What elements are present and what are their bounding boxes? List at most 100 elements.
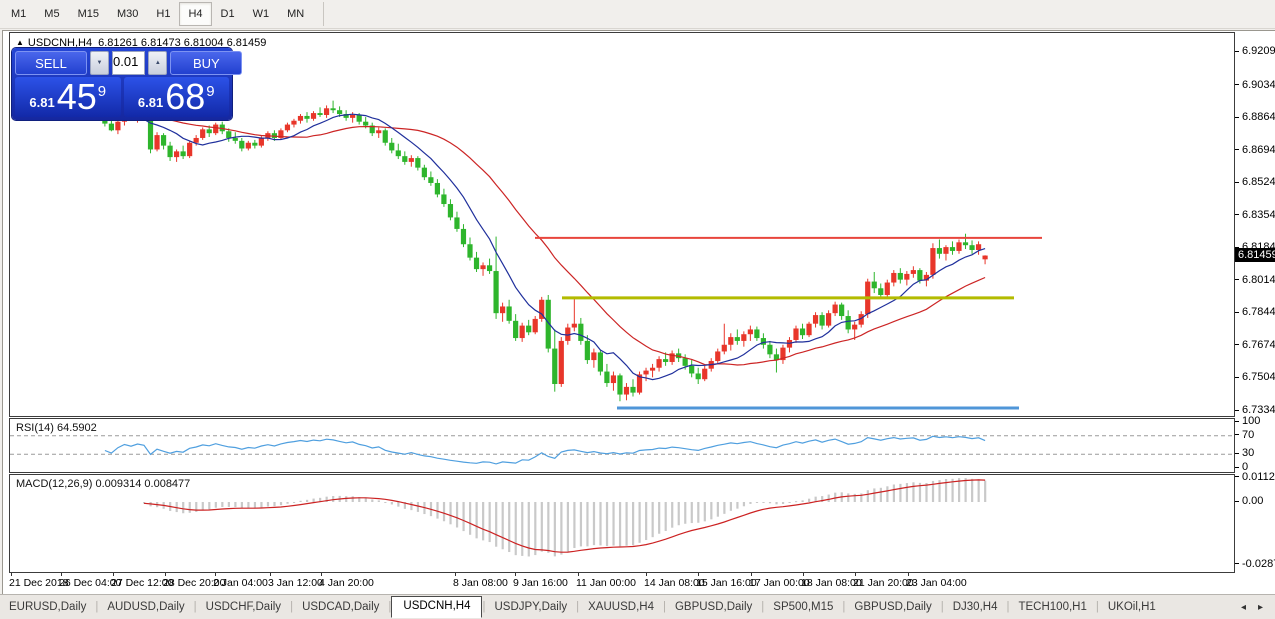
tab-separator: | — [576, 601, 580, 613]
axis-tick — [1235, 246, 1239, 248]
sell-price-button[interactable]: 6.81 45 9 — [15, 77, 121, 117]
price-axis-label: 6.78440 — [1242, 306, 1275, 319]
buy-button[interactable]: BUY — [170, 51, 243, 75]
timeframe-button-m15[interactable]: M15 — [77, 8, 99, 20]
tab-scroll-right-icon[interactable]: ▸ — [1257, 601, 1263, 613]
chart-tab-ukoil-h1[interactable]: UKOil,H1 — [1107, 601, 1156, 613]
timeframe-toolbar: M1 M5 M15 M30 H1 H4 D1 W1 MN — [0, 0, 1275, 29]
time-axis-label: 21 Dec 2018 — [9, 577, 69, 589]
rsi-pane[interactable]: RSI(14) 64.5902 — [9, 418, 1235, 473]
toolbar-separator — [323, 2, 325, 26]
time-tick — [321, 573, 322, 576]
price-axis-label: 6.80140 — [1242, 273, 1275, 286]
time-tick — [455, 573, 456, 576]
tab-separator: | — [193, 601, 197, 613]
tab-scroll-left-icon[interactable]: ◂ — [1240, 601, 1246, 613]
axis-tick — [1235, 50, 1239, 52]
time-tick — [646, 573, 647, 576]
buy-price-prefix: 6.81 — [137, 95, 164, 110]
price-axis-label: 6.86940 — [1242, 143, 1275, 156]
tab-separator: | — [1006, 601, 1010, 613]
axis-tick — [1235, 500, 1239, 502]
timeframe-button-m1[interactable]: M1 — [11, 8, 27, 20]
time-axis-label: 2 Jan 04:00 — [213, 577, 268, 589]
timeframe-button-h4[interactable]: H4 — [179, 2, 212, 26]
chart-tab-sp500-m15[interactable]: SP500,M15 — [773, 601, 834, 613]
chart-tab-bar: EURUSD,Daily | AUDUSD,Daily | USDCHF,Daily | U… — [0, 594, 1275, 619]
price-axis-label: 6.73340 — [1242, 404, 1275, 416]
rsi-axis-label: 70 — [1242, 428, 1255, 441]
axis-tick — [1235, 466, 1239, 468]
chart-tab-gbpusd-daily[interactable]: GBPUSD,Daily — [854, 601, 932, 613]
tab-separator: | — [95, 601, 99, 613]
one-click-trading-panel: SELL ▼ 0.01 ▲ BUY 6.81 45 9 6.81 68 9 — [12, 48, 243, 120]
axis-tick — [1235, 344, 1239, 346]
chart-tab-eurusd-daily[interactable]: EURUSD,Daily — [9, 601, 87, 613]
axis-tick — [1235, 181, 1239, 183]
chart-tab-usdcnh-h4[interactable]: USDCNH,H4 — [391, 596, 483, 618]
axis-tick — [1235, 116, 1239, 118]
time-tick — [11, 573, 12, 576]
price-axis-label: 6.85240 — [1242, 176, 1275, 189]
volume-decrease-button[interactable]: ▼ — [90, 51, 109, 75]
chart-symbol-label: USDCNH,H4 — [27, 37, 93, 49]
price-axis-label: 6.76740 — [1242, 338, 1275, 351]
price-axis-label: 6.90340 — [1242, 78, 1275, 91]
chart-tab-xauusd-h4[interactable]: XAUUSD,H4 — [588, 601, 654, 613]
macd-chart[interactable] — [10, 475, 1234, 572]
time-tick — [578, 573, 579, 576]
time-axis-label: 9 Jan 16:00 — [513, 577, 568, 589]
axis-tick — [1235, 476, 1239, 478]
macd-pane[interactable]: MACD(12,26,9) 0.009314 0.008477 — [9, 474, 1235, 573]
time-axis-label: 11 Jan 00:00 — [576, 577, 636, 589]
timeframe-button-w1[interactable]: W1 — [252, 8, 270, 20]
time-axis-label: 23 Jan 04:00 — [906, 577, 967, 589]
chart-tab-gbpusd-daily[interactable]: GBPUSD,Daily — [674, 601, 753, 613]
sell-price-prefix: 6.81 — [29, 95, 55, 110]
chart-tab-usdchf-daily[interactable]: USDCHF,Daily — [205, 601, 282, 613]
tab-separator: | — [388, 601, 392, 613]
time-axis[interactable]: 21 Dec 2018 26 Dec 04:00 27 Dec 12:00 28 De… — [9, 573, 1235, 593]
tab-separator: | — [1095, 601, 1099, 613]
time-tick — [751, 573, 752, 576]
rsi-label: RSI(14) 64.5902 — [16, 422, 97, 434]
time-tick — [165, 573, 166, 576]
chart-tab-dj30-h4[interactable]: DJ30,H4 — [952, 601, 998, 613]
axis-tick — [1235, 452, 1239, 454]
chart-tab-usdjpy-daily[interactable]: USDJPY,Daily — [494, 601, 568, 613]
timeframe-button-m30[interactable]: M30 — [116, 8, 139, 20]
candlestick-chart[interactable] — [10, 33, 1234, 416]
chart-tab-audusd-daily[interactable]: AUDUSD,Daily — [107, 601, 185, 613]
price-axis[interactable]: 6.92090 6.90340 6.88640 6.86940 6.85240 6.835… — [1235, 32, 1275, 572]
chart-tab-usdcad-daily[interactable]: USDCAD,Daily — [302, 601, 380, 613]
time-tick — [215, 573, 216, 576]
chart-tab-tech100-h1[interactable]: TECH100,H1 — [1018, 601, 1087, 613]
rsi-axis-label: 100 — [1242, 415, 1261, 427]
axis-tick — [1235, 563, 1239, 565]
time-tick — [908, 573, 909, 576]
time-axis-label: 21 Jan 20:00 — [853, 577, 914, 589]
chart-ohlc-values: 6.81261 6.81473 6.81004 6.81459 — [98, 37, 267, 49]
price-axis-label: 6.88640 — [1242, 111, 1275, 124]
chart-title: ▲ USDCNH,H4 6.81261 6.81473 6.81004 6.8145… — [16, 37, 266, 49]
sell-button[interactable]: SELL — [15, 51, 87, 75]
time-tick — [855, 573, 856, 576]
tab-scroll-arrows: ◂ ▸ — [1241, 602, 1275, 613]
time-axis-label: 28 Dec 20:00 — [163, 577, 226, 589]
timeframe-button-h1[interactable]: H1 — [156, 8, 171, 20]
volume-input[interactable]: 0.01 — [112, 51, 146, 75]
volume-increase-button[interactable]: ▲ — [148, 51, 168, 75]
timeframe-button-d1[interactable]: D1 — [220, 8, 235, 20]
collapse-triangle-icon[interactable]: ▲ — [16, 38, 24, 47]
macd-axis-label: 0.011242 — [1242, 470, 1275, 483]
rsi-chart[interactable] — [10, 419, 1234, 472]
rsi-axis-label: 0 — [1242, 461, 1249, 473]
macd-axis-label: -0.028797 — [1242, 557, 1275, 570]
timeframe-button-mn[interactable]: MN — [287, 8, 305, 20]
timeframe-button-m5[interactable]: M5 — [44, 8, 60, 20]
price-axis-label: 6.75040 — [1242, 371, 1275, 384]
axis-tick — [1235, 84, 1239, 85]
axis-tick — [1235, 311, 1239, 313]
price-pane[interactable]: ▲ USDCNH,H4 6.81261 6.81473 6.81004 6.8145… — [9, 32, 1235, 417]
buy-price-button[interactable]: 6.81 68 9 — [123, 77, 229, 117]
